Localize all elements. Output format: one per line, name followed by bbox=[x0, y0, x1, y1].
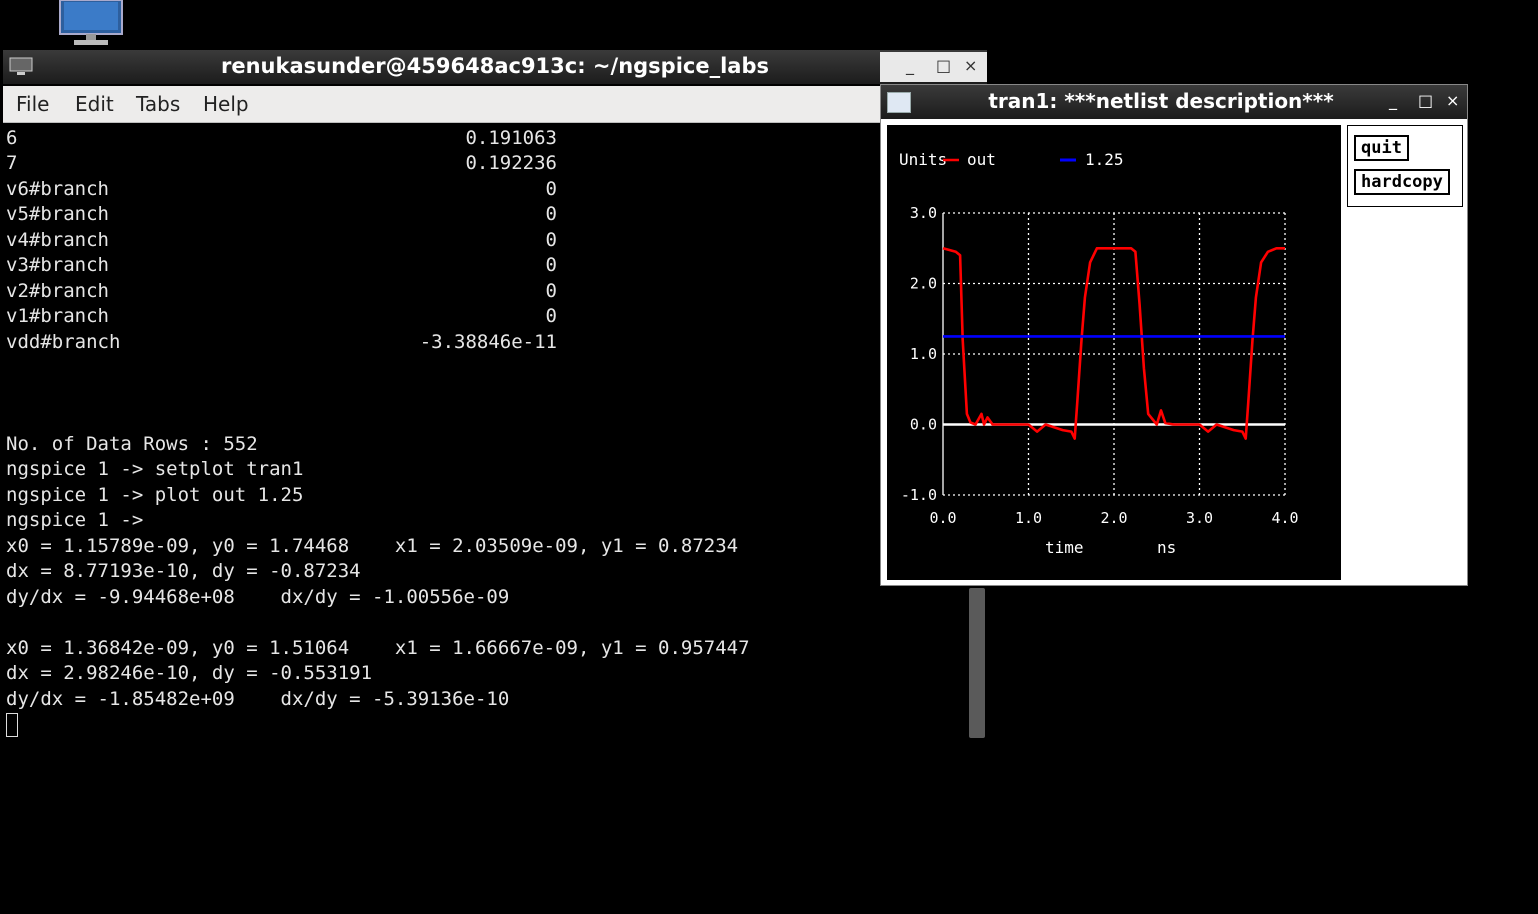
output-line: dx = 2.98246e-10, dy = -0.553191 bbox=[6, 662, 373, 684]
output-line: x0 = 1.36842e-09, y0 = 1.51064 x1 = 1.66… bbox=[6, 637, 750, 659]
x-tick-label: 2.0 bbox=[1100, 509, 1127, 527]
terminal-window[interactable]: renukasunder@459648ac913c: ~/ngspice_lab… bbox=[3, 50, 987, 740]
output-line: ngspice 1 -> plot out 1.25 bbox=[6, 484, 304, 506]
row-value: 0 bbox=[545, 203, 557, 225]
terminal-title: renukasunder@459648ac913c: ~/ngspice_lab… bbox=[220, 54, 770, 78]
x-tick-label: 1.0 bbox=[1015, 509, 1042, 527]
legend-label-1.25: 1.25 bbox=[1085, 150, 1124, 169]
terminal-menubar: File Edit Tabs Help bbox=[3, 86, 881, 123]
row-name: v1#branch bbox=[6, 305, 109, 327]
output-line: No. of Data Rows : 552 bbox=[6, 433, 258, 455]
chart-svg: Units out 1.25 3.0 2.0 1.0 0.0 -1.0 0.0 1.0 2.… bbox=[899, 150, 1299, 557]
y-tick-label: 1.0 bbox=[910, 345, 937, 363]
row-value: 0 bbox=[545, 305, 557, 327]
output-line: dy/dx = -9.94468e+08 dx/dy = -1.00556e-0… bbox=[6, 586, 510, 608]
chart-grid bbox=[942, 212, 1286, 496]
row-name: v3#branch bbox=[6, 254, 109, 276]
row-value: 0.192236 bbox=[465, 152, 557, 174]
xunit: ns bbox=[1157, 538, 1176, 557]
row-value: 0 bbox=[545, 254, 557, 276]
y-tick-label: 3.0 bbox=[910, 204, 937, 222]
terminal-cursor bbox=[6, 713, 18, 737]
terminal-icon bbox=[9, 57, 33, 75]
ylabel: Units bbox=[899, 150, 947, 169]
y-tick-labels: 3.0 2.0 1.0 0.0 -1.0 bbox=[901, 204, 937, 504]
row-name: v2#branch bbox=[6, 280, 109, 302]
close-icon[interactable]: × bbox=[1446, 91, 1460, 110]
output-line: dy/dx = -1.85482e+09 dx/dy = -5.39136e-1… bbox=[6, 688, 510, 710]
row-value: 0.191063 bbox=[465, 127, 557, 149]
terminal-scrollbar[interactable] bbox=[969, 588, 985, 738]
series-line-out bbox=[942, 247, 1285, 440]
output-line: ngspice 1 -> bbox=[6, 509, 144, 531]
close-icon[interactable]: × bbox=[964, 56, 978, 75]
output-line: dx = 8.77193e-10, dy = -0.87234 bbox=[6, 560, 361, 582]
y-tick-label: 2.0 bbox=[910, 275, 937, 293]
row-name: 7 bbox=[6, 152, 18, 174]
maximize-icon[interactable]: □ bbox=[936, 56, 952, 75]
xlabel: time bbox=[1045, 538, 1084, 557]
menu-file[interactable]: File bbox=[16, 92, 50, 116]
row-name: 6 bbox=[6, 127, 18, 149]
menu-tabs[interactable]: Tabs bbox=[136, 92, 181, 116]
plot-title: tran1: ***netlist description*** bbox=[988, 89, 1334, 113]
plot-titlebar[interactable]: tran1: ***netlist description*** _ □ × bbox=[881, 85, 1467, 119]
x-tick-label: 0.0 bbox=[929, 509, 956, 527]
window-icon bbox=[887, 92, 911, 113]
terminal-output[interactable]: 6 0.191063 7 0.192236 v6#branch 0 v5#bra… bbox=[3, 124, 963, 740]
minimize-icon[interactable]: _ bbox=[906, 56, 914, 75]
output-line: x0 = 1.15789e-09, y0 = 1.74468 x1 = 2.03… bbox=[6, 535, 739, 557]
row-value: 0 bbox=[545, 229, 557, 251]
y-tick-label: -1.0 bbox=[901, 486, 937, 504]
output-line: ngspice 1 -> setplot tran1 bbox=[6, 458, 304, 480]
legend-label-out: out bbox=[967, 150, 996, 169]
plot-button-panel: quit hardcopy bbox=[1347, 125, 1463, 207]
terminal-window-controls: _ □ × bbox=[880, 52, 987, 82]
menu-edit[interactable]: Edit bbox=[75, 92, 114, 116]
maximize-icon[interactable]: □ bbox=[1418, 91, 1434, 110]
x-tick-label: 3.0 bbox=[1186, 509, 1213, 527]
hardcopy-button[interactable]: hardcopy bbox=[1354, 169, 1450, 195]
plot-canvas[interactable]: Units out 1.25 3.0 2.0 1.0 0.0 -1.0 0.0 1.0 2.… bbox=[887, 125, 1341, 580]
x-tick-label: 4.0 bbox=[1271, 509, 1298, 527]
row-name: v4#branch bbox=[6, 229, 109, 251]
row-name: vdd#branch bbox=[6, 331, 121, 353]
row-value: 0 bbox=[545, 178, 557, 200]
terminal-titlebar[interactable]: renukasunder@459648ac913c: ~/ngspice_lab… bbox=[3, 50, 987, 84]
row-name: v5#branch bbox=[6, 203, 109, 225]
menu-help[interactable]: Help bbox=[203, 92, 249, 116]
chart-series bbox=[942, 247, 1285, 440]
row-value: 0 bbox=[545, 280, 557, 302]
x-tick-labels: 0.0 1.0 2.0 3.0 4.0 bbox=[929, 509, 1298, 527]
minimize-icon[interactable]: _ bbox=[1389, 91, 1397, 110]
row-value: -3.38846e-11 bbox=[419, 331, 557, 353]
computer-icon[interactable] bbox=[58, 0, 124, 46]
row-name: v6#branch bbox=[6, 178, 109, 200]
y-tick-label: 0.0 bbox=[910, 416, 937, 434]
plot-window[interactable]: tran1: ***netlist description*** _ □ × U… bbox=[880, 84, 1468, 586]
quit-button[interactable]: quit bbox=[1354, 135, 1409, 161]
